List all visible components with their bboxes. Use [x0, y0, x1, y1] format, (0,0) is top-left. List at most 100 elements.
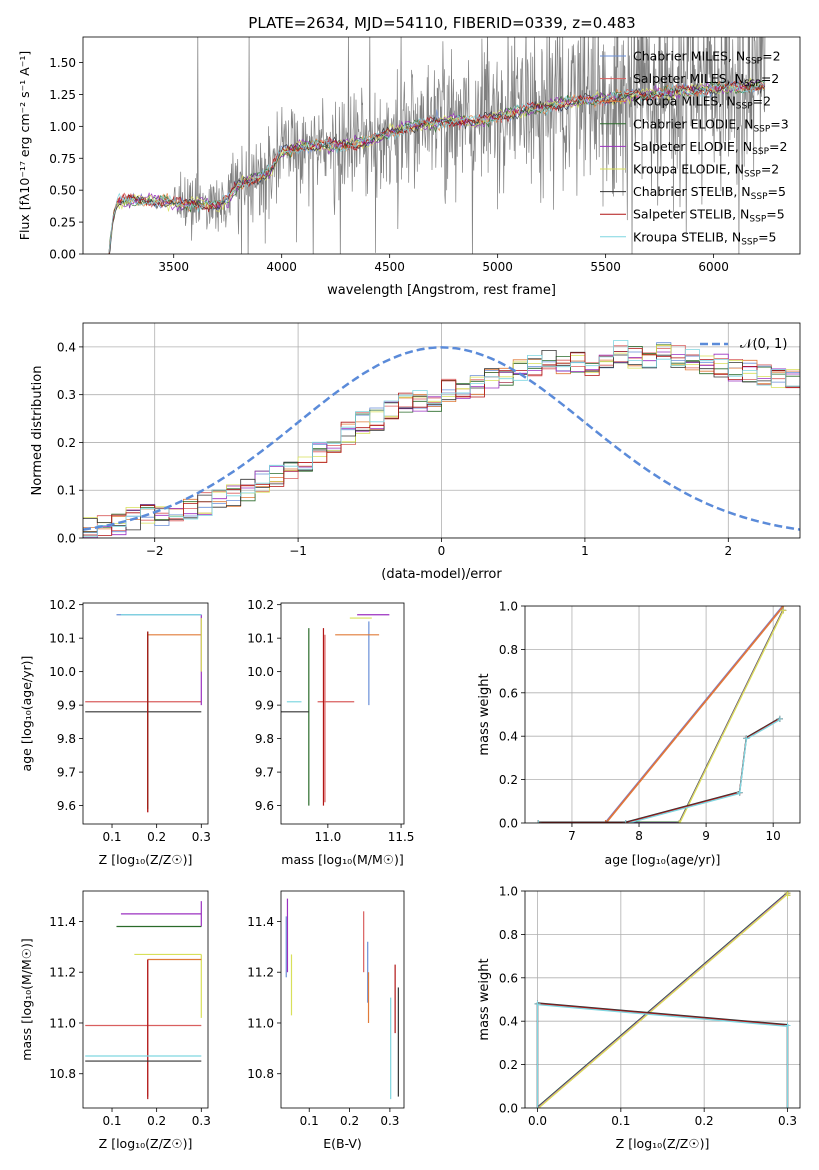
y-tick-label: 11.0 — [247, 1016, 274, 1030]
x-tick-label: 0 — [438, 544, 446, 558]
y-tick-label: 0.2 — [57, 436, 76, 450]
x-tick-label: 0.0 — [528, 1114, 547, 1128]
y-tick-label: 1.0 — [499, 885, 518, 899]
weight-line — [538, 718, 781, 823]
y-tick-label: 0.2 — [499, 773, 518, 787]
legend-label: Kroupa MILES, NSSP=2 — [633, 94, 771, 112]
legend-label: Salpeter STELIB, NSSP=5 — [633, 207, 785, 225]
x-tick-label: 0.1 — [102, 1114, 121, 1128]
x-tick-label: 0.2 — [147, 1114, 166, 1128]
legend-label: Salpeter MILES, NSSP=2 — [633, 71, 779, 89]
x-tick-label: 5000 — [482, 260, 513, 274]
x-tick-label: 10 — [766, 829, 781, 843]
weight-marker — [784, 892, 791, 899]
weight-line — [536, 1003, 789, 1108]
y-tick-label: 9.7 — [255, 766, 274, 780]
y-axis-label: mass [log₁₀(M/M☉)] — [19, 938, 34, 1060]
weight-marker — [776, 715, 783, 722]
histogram-step — [83, 348, 800, 536]
y-tick-label: 1.25 — [49, 88, 76, 102]
plot-area-age-vs-mass — [281, 614, 390, 806]
x-tick-label: 0.1 — [300, 1114, 319, 1128]
y-tick-label: 1.00 — [49, 120, 76, 134]
y-tick-label: 0.0 — [499, 817, 518, 831]
y-tick-label: 1.0 — [499, 600, 518, 614]
model-spectrum — [108, 79, 765, 253]
y-tick-label: 10.1 — [49, 632, 76, 646]
legend-label: Chabrier MILES, NSSP=2 — [633, 49, 781, 67]
weight-marker — [784, 1105, 791, 1108]
y-tick-label: 0.4 — [499, 1015, 518, 1029]
x-axis-label: (data-model)/error — [381, 567, 502, 582]
x-tick-label: 0.3 — [380, 1114, 399, 1128]
y-tick-label: 0.50 — [49, 184, 76, 198]
x-tick-label: −1 — [289, 544, 307, 558]
y-tick-label: 9.6 — [255, 799, 274, 813]
axes-age-vs-mass: 11.0 11.5 9.6 9.7 9.8 9.9 10.0 10.1 10.2 mass [lo… — [247, 598, 414, 867]
x-tick-label: 2 — [724, 544, 732, 558]
model-spectrum — [108, 80, 765, 254]
y-tick-label: 0.6 — [499, 686, 518, 700]
y-tick-label: 9.7 — [57, 766, 76, 780]
x-tick-label: 0.1 — [611, 1114, 630, 1128]
x-tick-label: 0.2 — [147, 830, 166, 844]
y-tick-label: 9.8 — [57, 732, 76, 746]
y-tick-label: 10.8 — [247, 1067, 274, 1081]
y-tick-label: 11.2 — [247, 966, 274, 980]
y-tick-label: 9.9 — [255, 699, 274, 713]
x-tick-label: 0.2 — [340, 1114, 359, 1128]
y-tick-label: 1.50 — [49, 56, 76, 70]
x-tick-label: 0.2 — [695, 1114, 714, 1128]
weight-marker — [534, 1000, 541, 1007]
weight-marker — [743, 735, 750, 742]
x-tick-label: 9 — [702, 829, 710, 843]
y-tick-label: 10.0 — [247, 665, 274, 679]
y-tick-label: 10.8 — [49, 1067, 76, 1081]
y-tick-label: 10.0 — [49, 665, 76, 679]
y-tick-label: 0.0 — [57, 532, 76, 546]
axes-mass-vs-ebv: 0.1 0.2 0.3 10.8 11.0 11.2 11.4 E(B-V) — [247, 890, 405, 1151]
x-tick-label: 1 — [581, 544, 589, 558]
weight-line — [538, 717, 781, 823]
x-tick-label: −2 — [146, 544, 164, 558]
legend: Chabrier MILES, NSSP=2 Salpeter MILES, NS… — [600, 49, 789, 247]
weight-line — [538, 609, 784, 823]
y-axis-label: mass weight — [477, 958, 492, 1040]
axes-mass-weight-vs-age: 7 8 9 10 0.0 0.2 0.4 0.6 0.8 1.0 age [log₁₀(age/yr… — [477, 600, 801, 867]
axes-frame — [82, 602, 209, 825]
weight-line — [538, 606, 784, 823]
y-tick-label: 0.1 — [57, 484, 76, 498]
axes-residual-histogram: −2 −1 0 1 2 0.0 0.1 0.2 0.3 0.4 𝒩(0, 1) (data-model… — [30, 322, 801, 582]
observed-spectrum — [108, 37, 766, 254]
axes-frame — [82, 890, 209, 1109]
y-tick-label: 0.75 — [49, 152, 76, 166]
x-axis-label: Z [log₁₀(Z/Z☉)] — [99, 852, 193, 867]
model-spectrum — [108, 80, 765, 253]
y-tick-label: 10.2 — [49, 598, 76, 612]
axes-age-vs-metallicity: 0.1 0.2 0.3 9.6 9.7 9.8 9.9 10.0 10.1 10.2 Z [log₁… — [19, 598, 211, 867]
y-axis-label: age [log₁₀(age/yr)] — [19, 656, 34, 772]
plot-area-residual-histogram — [83, 323, 800, 538]
plot-area-age-vs-metallicity — [85, 614, 202, 813]
axes-mass-weight-vs-metallicity: 0.0 0.1 0.2 0.3 0.0 0.2 0.4 0.6 0.8 1.0 Z [log₁₀(Z… — [477, 885, 801, 1151]
y-tick-label: 0.0 — [499, 1102, 518, 1116]
y-tick-label: 9.6 — [57, 799, 76, 813]
legend-label: Kroupa ELODIE, NSSP=2 — [633, 162, 779, 180]
weight-marker — [784, 1022, 791, 1029]
weight-marker — [676, 820, 683, 823]
x-axis-label: mass [log₁₀(M/M☉)] — [281, 852, 403, 867]
y-axis-label: Flux [fλ10⁻¹⁷ erg cm⁻² s⁻¹ A⁻¹] — [17, 51, 32, 240]
weight-line — [605, 606, 784, 823]
y-tick-label: 0.8 — [499, 928, 518, 942]
legend-label: Chabrier ELODIE, NSSP=3 — [633, 116, 789, 134]
histogram-step — [83, 340, 800, 537]
y-tick-label: 0.6 — [499, 971, 518, 985]
x-tick-label: 0.3 — [778, 1114, 797, 1128]
axes-frame — [280, 602, 405, 825]
legend-label: Kroupa STELIB, NSSP=5 — [633, 229, 777, 247]
x-axis-label: Z [log₁₀(Z/Z☉)] — [99, 1136, 193, 1151]
legend-label: Chabrier STELIB, NSSP=5 — [633, 184, 786, 202]
weight-line — [678, 610, 784, 823]
axes-frame — [82, 36, 801, 255]
plot-area-mass-weight-vs-metallicity — [525, 891, 800, 1108]
